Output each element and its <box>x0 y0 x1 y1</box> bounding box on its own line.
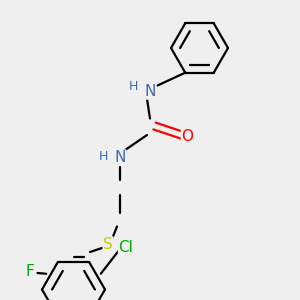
Text: S: S <box>103 237 113 252</box>
Text: Cl: Cl <box>118 240 134 255</box>
Text: H: H <box>99 149 108 163</box>
Text: H: H <box>129 80 138 94</box>
Text: F: F <box>26 264 34 279</box>
Text: N: N <box>114 150 126 165</box>
Text: O: O <box>182 129 194 144</box>
Text: N: N <box>144 84 156 99</box>
